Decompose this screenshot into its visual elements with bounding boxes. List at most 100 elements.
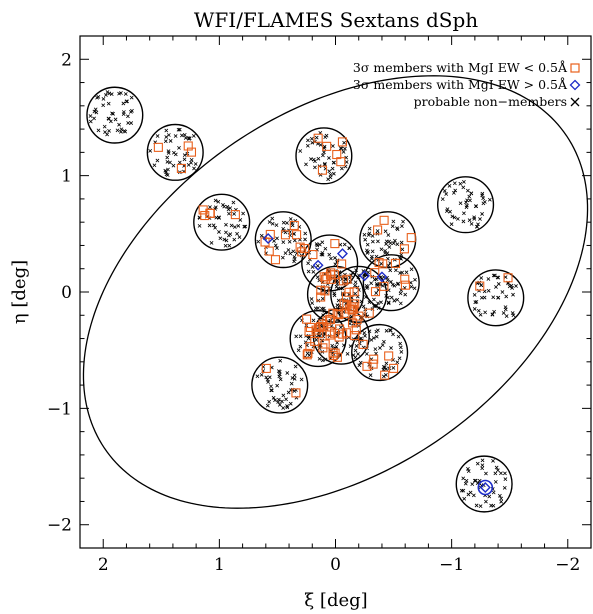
non-member-point	[309, 136, 314, 141]
non-member-point	[374, 281, 379, 286]
non-member-point	[464, 478, 469, 483]
non-member-point	[224, 222, 228, 227]
field-circle	[193, 193, 251, 251]
member-point-low-ew	[205, 208, 215, 218]
non-member-point	[479, 283, 484, 287]
non-member-point	[472, 293, 477, 297]
non-member-point	[92, 109, 97, 114]
non-member-point	[403, 292, 408, 297]
non-member-point	[374, 329, 379, 334]
non-member-point	[499, 471, 503, 476]
non-member-point	[451, 190, 456, 195]
non-member-point	[232, 212, 237, 216]
non-member-point	[338, 286, 343, 291]
non-member-point	[298, 334, 303, 339]
member-point-low-ew	[326, 274, 336, 284]
non-member-point	[326, 177, 331, 182]
non-member-point	[501, 311, 506, 315]
non-member-point	[472, 307, 477, 311]
y-tick-label: 1	[61, 167, 72, 187]
field-circle	[362, 254, 420, 312]
non-member-point	[444, 192, 449, 196]
x-tick-label: −2	[555, 555, 580, 575]
non-member-point	[92, 116, 96, 121]
non-member-point	[473, 300, 478, 305]
non-member-point	[177, 146, 181, 150]
non-member-point	[305, 143, 310, 148]
member-point-low-ew	[280, 230, 291, 240]
non-member-point	[182, 132, 187, 137]
non-member-point	[264, 375, 269, 380]
member-point-high-ew	[262, 232, 274, 244]
non-member-point	[393, 238, 397, 243]
non-member-point	[391, 219, 396, 224]
non-member-point	[353, 291, 358, 296]
non-member-point	[470, 482, 475, 487]
non-member-point	[409, 284, 414, 289]
non-member-point	[165, 155, 170, 160]
member-point-low-ew	[303, 348, 313, 358]
non-member-point	[213, 225, 218, 230]
non-member-point	[224, 230, 228, 235]
non-member-point	[110, 111, 114, 116]
non-member-point	[388, 328, 392, 332]
member-point-low-ew	[302, 314, 312, 324]
non-member-point	[395, 297, 400, 302]
non-member-point	[218, 236, 223, 241]
non-member-point	[391, 332, 395, 337]
non-member-point	[119, 127, 124, 132]
member-point-low-ew	[349, 287, 359, 297]
non-member-point	[335, 303, 340, 308]
non-member-point	[148, 148, 153, 153]
non-member-point	[121, 101, 126, 106]
non-member-point	[96, 128, 101, 133]
x-tick-label: 1	[214, 555, 225, 575]
non-member-point	[281, 240, 286, 245]
non-member-point	[401, 219, 405, 224]
non-member-point	[152, 163, 157, 168]
non-member-point	[463, 481, 468, 486]
non-member-point	[356, 352, 360, 356]
non-member-point	[291, 249, 296, 254]
non-member-point	[462, 496, 467, 501]
member-point-low-ew	[370, 287, 381, 297]
non-member-point	[365, 284, 370, 289]
non-member-point	[335, 281, 340, 286]
non-member-point	[273, 398, 277, 403]
non-member-point	[109, 119, 113, 124]
non-member-point	[353, 280, 358, 285]
non-member-point	[320, 358, 325, 363]
non-member-point	[267, 220, 272, 224]
non-member-point	[359, 299, 364, 304]
non-member-point	[255, 374, 260, 379]
member-point-low-ew	[369, 354, 379, 364]
non-member-point	[270, 216, 275, 221]
non-member-point	[363, 295, 368, 299]
non-member-point	[299, 377, 304, 382]
non-member-point	[370, 254, 374, 259]
non-member-point	[493, 479, 498, 484]
non-member-point	[323, 135, 328, 140]
non-member-point	[372, 297, 376, 302]
non-member-point	[273, 243, 278, 248]
non-member-point	[130, 108, 134, 113]
non-member-point	[298, 149, 303, 153]
non-member-point	[491, 273, 496, 278]
non-member-point	[307, 353, 312, 358]
y-axis-label: η [deg]	[9, 260, 30, 324]
non-member-point	[495, 468, 500, 473]
non-member-point	[472, 216, 477, 221]
member-point-low-ew	[389, 363, 399, 373]
non-member-point	[386, 263, 391, 268]
non-member-point	[123, 92, 128, 96]
non-member-point	[496, 295, 500, 300]
non-member-point	[278, 377, 283, 382]
non-member-point	[383, 251, 388, 255]
non-member-point	[105, 90, 110, 94]
non-member-point	[481, 196, 486, 201]
non-member-point	[165, 173, 170, 177]
non-member-point	[461, 476, 466, 481]
non-member-point	[399, 256, 403, 261]
non-member-point	[278, 358, 283, 363]
member-point-high-ew	[312, 259, 324, 271]
